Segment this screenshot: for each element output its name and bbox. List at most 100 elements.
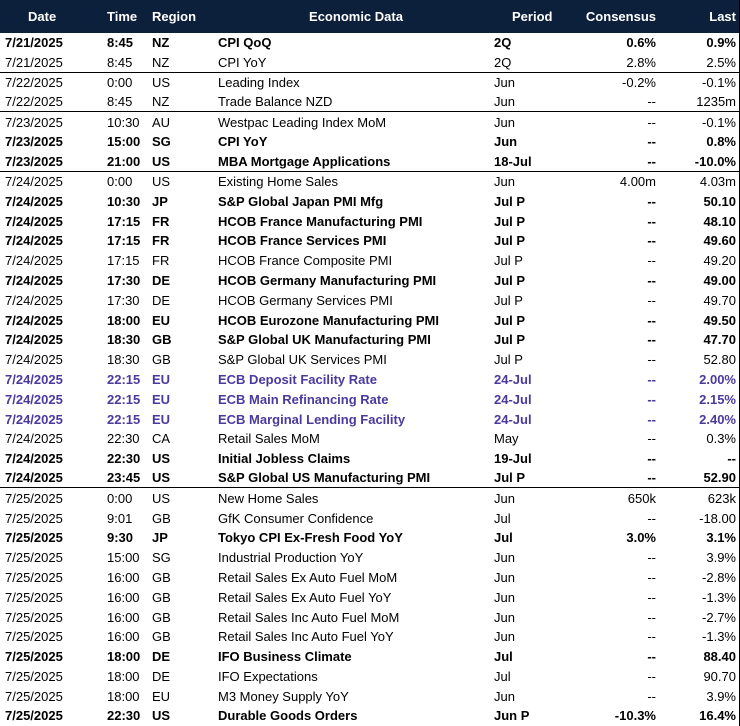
cell-date: 7/24/2025: [5, 213, 63, 229]
cell-region: GB: [152, 589, 171, 605]
cell-consensus: --: [647, 569, 656, 585]
cell-date: 7/24/2025: [5, 193, 63, 209]
cell-consensus: --: [647, 609, 656, 625]
header-consensus: Consensus: [585, 9, 656, 24]
cell-last: 47.70: [703, 332, 736, 348]
cell-consensus: --: [647, 352, 656, 368]
cell-consensus: --: [647, 114, 656, 130]
cell-region: NZ: [152, 54, 170, 70]
table-row: 7/24/2025 18:30 GB S&P Global UK Services P…: [0, 350, 739, 370]
cell-period: 24-Jul: [494, 371, 532, 387]
cell-last: 48.10: [703, 213, 736, 229]
cell-last: 0.3%: [706, 431, 736, 447]
cell-last: 4.03m: [699, 173, 736, 189]
table-row: 7/23/2025 15:00 SG CPI YoY Jun -- 0.8%: [0, 132, 739, 152]
cell-last: 0.8%: [706, 134, 736, 150]
table-row: 7/25/2025 9:30 JP Tokyo CPI Ex-Fresh Food Y…: [0, 528, 739, 548]
cell-consensus: --: [647, 451, 656, 467]
cell-last: 88.40: [703, 649, 736, 665]
header-period: Period: [512, 9, 553, 24]
cell-region: EU: [152, 312, 171, 328]
cell-date: 7/24/2025: [5, 292, 63, 308]
cell-last: 52.90: [703, 470, 736, 486]
cell-time: 16:00: [107, 629, 140, 645]
cell-region: EU: [152, 688, 171, 704]
cell-period: Jun: [494, 94, 515, 110]
cell-period: Jun: [494, 629, 515, 645]
cell-last: -2.7%: [702, 609, 736, 625]
table-body: 7/21/2025 8:45 NZ CPI QoQ 2Q 0.6% 0.9% 7/21/202…: [0, 33, 739, 726]
cell-region: DE: [152, 272, 171, 288]
cell-economic-data: CPI YoY: [218, 134, 268, 150]
cell-consensus: --: [647, 688, 656, 704]
table-row: 7/24/2025 17:30 DE HCOB Germany Services PM…: [0, 290, 739, 310]
cell-time: 10:30: [107, 193, 141, 209]
cell-time: 15:00: [107, 550, 140, 566]
cell-economic-data: ECB Deposit Facility Rate: [218, 371, 377, 387]
cell-region: SG: [152, 550, 171, 566]
cell-date: 7/21/2025: [5, 54, 63, 70]
table-row: 7/24/2025 17:15 FR HCOB France Composite PM…: [0, 251, 739, 271]
cell-period: 2Q: [494, 35, 512, 51]
cell-last: 2.5%: [706, 54, 736, 70]
cell-region: US: [152, 490, 171, 506]
cell-last: -18.00: [699, 510, 736, 526]
cell-consensus: --: [647, 134, 656, 150]
cell-date: 7/23/2025: [5, 134, 63, 150]
table-row: 7/24/2025 0:00 US Existing Home Sales Jun 4.0…: [0, 172, 739, 192]
cell-period: Jun: [494, 114, 515, 130]
cell-last: 52.80: [703, 352, 736, 368]
cell-region: US: [152, 470, 171, 486]
table-row: 7/24/2025 18:30 GB S&P Global UK Manufactur…: [0, 330, 739, 350]
cell-time: 18:30: [107, 332, 141, 348]
table-row: 7/22/2025 8:45 NZ Trade Balance NZD Jun -- 123…: [0, 92, 739, 113]
cell-region: NZ: [152, 35, 170, 51]
cell-period: Jun: [494, 688, 515, 704]
cell-region: EU: [152, 391, 171, 407]
cell-last: 3.9%: [706, 688, 736, 704]
cell-economic-data: HCOB Germany Services PMI: [218, 292, 393, 308]
cell-time: 22:30: [107, 708, 141, 724]
cell-time: 17:15: [107, 233, 141, 249]
cell-economic-data: Tokyo CPI Ex-Fresh Food YoY: [218, 530, 403, 546]
cell-time: 22:15: [107, 411, 141, 427]
cell-time: 18:30: [107, 352, 140, 368]
cell-date: 7/23/2025: [5, 153, 63, 169]
cell-period: Jul P: [494, 213, 526, 229]
cell-economic-data: HCOB France Composite PMI: [218, 253, 393, 269]
table-row: 7/25/2025 16:00 GB Retail Sales Ex Auto Fue…: [0, 568, 739, 588]
table-row: 7/24/2025 10:30 JP S&P Global Japan PMI Mfg…: [0, 191, 739, 211]
cell-region: US: [152, 74, 171, 90]
cell-economic-data: Westpac Leading Index MoM: [218, 114, 387, 130]
table-row: 7/24/2025 22:30 CA Retail Sales MoM May -- 0.3…: [0, 429, 739, 449]
cell-period: Jul P: [494, 312, 526, 328]
cell-economic-data: Industrial Production YoY: [218, 550, 364, 566]
cell-last: 49.70: [703, 292, 736, 308]
cell-economic-data: Leading Index: [218, 74, 300, 90]
cell-region: GB: [152, 629, 171, 645]
cell-consensus: --: [647, 233, 656, 249]
cell-region: CA: [152, 431, 171, 447]
cell-consensus: --: [647, 411, 656, 427]
cell-period: 19-Jul: [494, 451, 532, 467]
cell-economic-data: S&P Global US Manufacturing PMI: [218, 470, 431, 486]
cell-period: Jul P: [494, 193, 526, 209]
cell-last: -0.1%: [702, 114, 736, 130]
cell-period: Jul P: [494, 332, 526, 348]
cell-period: Jul P: [494, 352, 523, 368]
table-row: 7/24/2025 23:45 US S&P Global US Manufactur…: [0, 469, 739, 489]
cell-time: 17:15: [107, 253, 140, 269]
cell-date: 7/24/2025: [5, 411, 63, 427]
cell-time: 0:00: [107, 173, 133, 189]
cell-last: 49.60: [703, 233, 736, 249]
cell-date: 7/25/2025: [5, 569, 63, 585]
cell-region: US: [152, 451, 171, 467]
cell-period: Jul P: [494, 272, 526, 288]
cell-consensus: --: [647, 312, 656, 328]
table-row: 7/25/2025 15:00 SG Industrial Production Yo…: [0, 548, 739, 568]
cell-time: 22:15: [107, 371, 141, 387]
table-row: 7/25/2025 18:00 EU M3 Money Supply YoY Jun --…: [0, 686, 739, 706]
cell-period: 24-Jul: [494, 411, 532, 427]
cell-consensus: --: [647, 510, 656, 526]
cell-last: 623k: [707, 490, 736, 506]
